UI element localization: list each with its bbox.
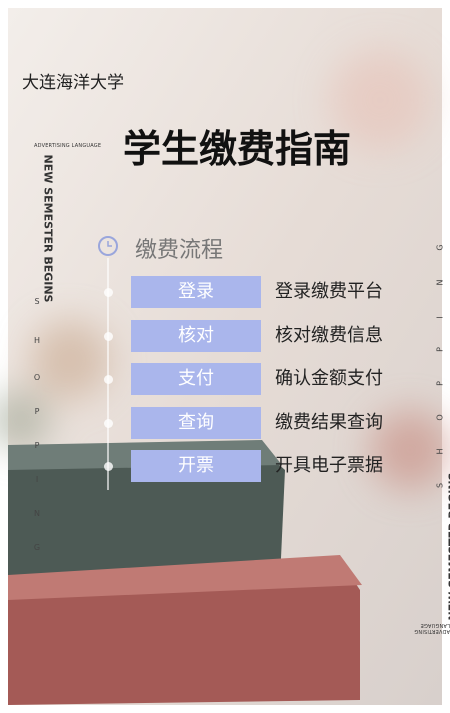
vertical-letter: P [34,441,40,450]
vertical-letter: I [435,316,445,319]
tag: ADVERTISING LANGUAGE [414,622,450,634]
step-button: 开票 [131,450,261,482]
vertical-letter: P [34,407,40,416]
vertical-letter: O [435,414,445,421]
vertical-letter: G [33,543,41,552]
step-button: 核对 [131,319,261,352]
step-button: 查询 [131,406,261,439]
vertical-text: NEW SEMESTER BEGINS [446,472,450,621]
step-button: 支付 [131,363,261,395]
vertical-letter: H [435,448,445,455]
vertical-letter: I [35,475,39,484]
vertical-letter: P [435,381,445,386]
timeline-dot [104,462,113,471]
vertical-letter: N [34,509,40,518]
step-text: 登录缴费平台 [275,281,383,302]
vertical-letter: S [34,297,40,306]
timeline-dot [104,331,113,341]
vertical-letter: P [435,347,445,352]
title: 学生缴费指南 [122,126,351,171]
timeline-dot [104,288,113,297]
vertical-letter: H [33,336,40,345]
school-name: 大连海洋大学 [22,73,124,93]
step-text: 确认金额支付 [275,368,383,389]
step-text: 开具电子票据 [275,455,383,476]
flow-heading: 缴费流程 [135,238,224,263]
timeline-dot [104,375,113,384]
vertical-text: NEW SEMESTER BEGINS [41,154,55,303]
vertical-letter: O [33,373,41,382]
vertical-letter: S [435,482,445,489]
tag: ADVERTISING LANGUAGE [34,143,102,149]
step-text: 核对缴费信息 [275,324,383,346]
timeline-dot [104,418,113,428]
vertical-letter: N [435,279,445,286]
vertical-letter: G [435,244,445,251]
step-text: 缴费结果查询 [275,411,383,433]
step-button: 登录 [131,276,261,308]
